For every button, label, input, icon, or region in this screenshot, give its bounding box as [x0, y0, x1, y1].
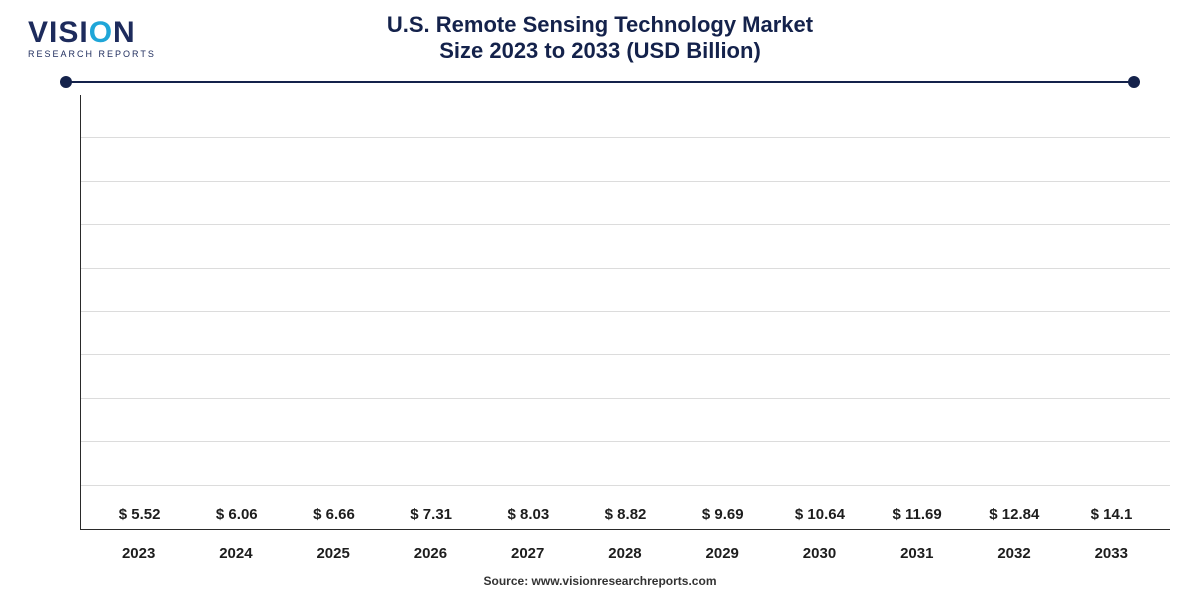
x-axis-label: 2027	[479, 545, 576, 562]
grid-line	[81, 311, 1170, 312]
x-axis-label: 2026	[382, 545, 479, 562]
x-axis-label: 2024	[187, 545, 284, 562]
bar-value-label: $ 11.69	[892, 506, 941, 523]
bar-slot: $ 10.64	[771, 506, 868, 529]
x-axis-label: 2029	[674, 545, 771, 562]
bar-slot: $ 11.69	[869, 506, 966, 529]
x-axis-label: 2025	[285, 545, 382, 562]
bar-slot: $ 6.06	[188, 506, 285, 529]
bar-slot: $ 14.1	[1063, 506, 1160, 529]
bar-value-label: $ 6.66	[313, 506, 355, 523]
chart-plot-area: $ 5.52 $ 6.06 $ 6.66 $ 7.31 $ 8.03 $ 8.82 $ 9.…	[80, 95, 1170, 530]
bar-value-label: $ 8.03	[507, 506, 549, 523]
grid-line	[81, 354, 1170, 355]
bar-value-label: $ 9.69	[702, 506, 744, 523]
x-axis-label: 2030	[771, 545, 868, 562]
rule-line	[66, 81, 1134, 83]
grid-line	[81, 398, 1170, 399]
grid-line	[81, 441, 1170, 442]
grid-line	[81, 137, 1170, 138]
bar-slot: $ 5.52	[91, 506, 188, 529]
bar-value-label: $ 6.06	[216, 506, 258, 523]
bar-slot: $ 9.69	[674, 506, 771, 529]
bars-container: $ 5.52 $ 6.06 $ 6.66 $ 7.31 $ 8.03 $ 8.82 $ 9.…	[81, 95, 1170, 529]
bar-value-label: $ 10.64	[795, 506, 845, 523]
chart-title: U.S. Remote Sensing Technology Market Si…	[0, 12, 1200, 64]
source-attribution: Source: www.visionresearchreports.com	[0, 574, 1200, 588]
bar-value-label: $ 5.52	[119, 506, 161, 523]
x-axis-label: 2032	[965, 545, 1062, 562]
bar-value-label: $ 7.31	[410, 506, 452, 523]
rule-dot-right	[1128, 76, 1140, 88]
title-underline	[60, 76, 1140, 88]
title-line-2: Size 2023 to 2033 (USD Billion)	[0, 38, 1200, 64]
bar-slot: $ 8.03	[480, 506, 577, 529]
bar-value-label: $ 14.1	[1091, 506, 1133, 523]
bar-slot: $ 6.66	[285, 506, 382, 529]
bar-slot: $ 12.84	[966, 506, 1063, 529]
bar-value-label: $ 8.82	[605, 506, 647, 523]
bar-slot: $ 7.31	[383, 506, 480, 529]
grid-line	[81, 268, 1170, 269]
bar-slot: $ 8.82	[577, 506, 674, 529]
grid-line	[81, 485, 1170, 486]
x-axis-label: 2031	[868, 545, 965, 562]
grid-line	[81, 224, 1170, 225]
x-axis-label: 2023	[90, 545, 187, 562]
x-axis-label: 2028	[576, 545, 673, 562]
title-line-1: U.S. Remote Sensing Technology Market	[0, 12, 1200, 38]
bar-value-label: $ 12.84	[989, 506, 1039, 523]
x-axis-label: 2033	[1063, 545, 1160, 562]
x-axis-labels: 2023202420252026202720282029203020312032…	[80, 545, 1170, 562]
grid-line	[81, 181, 1170, 182]
